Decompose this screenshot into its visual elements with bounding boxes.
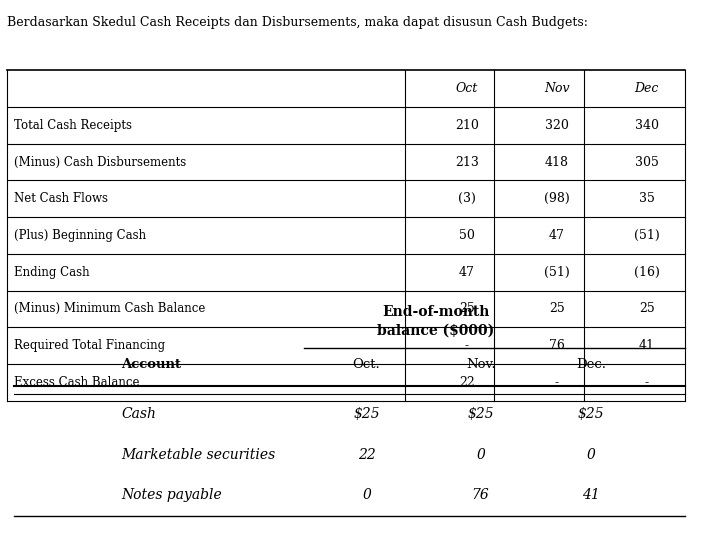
Text: 320: 320 xyxy=(545,119,569,132)
Text: (51): (51) xyxy=(544,266,570,279)
Text: Total Cash Receipts: Total Cash Receipts xyxy=(14,119,132,132)
Text: (Minus) Cash Disbursements: (Minus) Cash Disbursements xyxy=(14,156,186,168)
Text: $25: $25 xyxy=(354,408,380,421)
Text: Ending Cash: Ending Cash xyxy=(14,266,89,279)
Text: -: - xyxy=(554,376,559,389)
Text: 0: 0 xyxy=(362,489,371,502)
Text: 47: 47 xyxy=(549,229,564,242)
Text: End-of-month
balance ($000): End-of-month balance ($000) xyxy=(377,305,495,338)
Text: (3): (3) xyxy=(458,192,476,205)
Text: Dec.: Dec. xyxy=(576,358,606,371)
Text: Cash: Cash xyxy=(121,408,156,421)
Text: 0: 0 xyxy=(587,448,595,462)
Text: Oct: Oct xyxy=(456,82,478,95)
Text: Oct.: Oct. xyxy=(353,358,380,371)
Text: 47: 47 xyxy=(459,266,474,279)
Text: Notes payable: Notes payable xyxy=(121,489,222,502)
Text: (98): (98) xyxy=(544,192,570,205)
Text: $25: $25 xyxy=(467,408,494,421)
Text: 25: 25 xyxy=(459,302,474,315)
Text: Dec: Dec xyxy=(634,82,659,95)
Text: 0: 0 xyxy=(476,448,485,462)
Text: Excess Cash Balance: Excess Cash Balance xyxy=(14,376,140,389)
Text: 340: 340 xyxy=(634,119,659,132)
Text: (16): (16) xyxy=(634,266,660,279)
Text: 305: 305 xyxy=(634,156,659,168)
Text: 41: 41 xyxy=(582,489,600,502)
Text: $25: $25 xyxy=(578,408,605,421)
Text: Net Cash Flows: Net Cash Flows xyxy=(14,192,108,205)
Text: Marketable securities: Marketable securities xyxy=(121,448,275,462)
Text: 41: 41 xyxy=(639,339,654,352)
Text: Nov: Nov xyxy=(544,82,570,95)
Text: (Minus) Minimum Cash Balance: (Minus) Minimum Cash Balance xyxy=(14,302,205,315)
Text: 76: 76 xyxy=(472,489,490,502)
Text: (Plus) Beginning Cash: (Plus) Beginning Cash xyxy=(14,229,146,242)
Text: Nov.: Nov. xyxy=(466,358,495,371)
Text: 35: 35 xyxy=(639,192,654,205)
Text: Berdasarkan Skedul Cash Receipts dan Disbursements, maka dapat disusun Cash Budg: Berdasarkan Skedul Cash Receipts dan Dis… xyxy=(7,16,588,29)
Text: -: - xyxy=(464,339,469,352)
Text: 418: 418 xyxy=(545,156,569,168)
Text: 25: 25 xyxy=(639,302,654,315)
Text: 210: 210 xyxy=(455,119,479,132)
Text: -: - xyxy=(644,376,649,389)
Text: 22: 22 xyxy=(459,376,474,389)
Text: 50: 50 xyxy=(459,229,474,242)
Text: 22: 22 xyxy=(358,448,375,462)
Text: Account: Account xyxy=(121,358,181,371)
Text: Required Total Financing: Required Total Financing xyxy=(14,339,165,352)
Text: 76: 76 xyxy=(549,339,564,352)
Text: 25: 25 xyxy=(549,302,564,315)
Text: (51): (51) xyxy=(634,229,660,242)
Text: 213: 213 xyxy=(455,156,479,168)
